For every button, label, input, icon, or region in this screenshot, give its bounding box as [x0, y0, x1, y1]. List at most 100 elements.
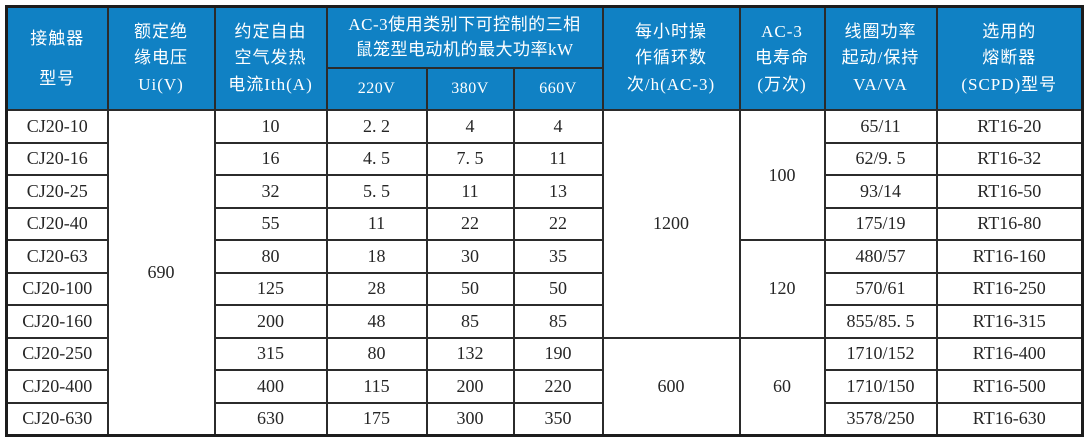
table-header: 接触器 型号 额定绝 缘电压 Ui(V) 约定自由 空气发热 电流Ith(A) …	[5, 5, 1084, 111]
table-row: CJ20-630 630 175 300 350 3578/250 RT16-6…	[5, 401, 1084, 436]
cell-kw-220: 28	[325, 271, 428, 306]
cell-kw-220: 5. 5	[325, 174, 428, 209]
cell-life-merged: 100	[738, 109, 826, 241]
cell-kw-220: 175	[325, 401, 428, 436]
cell-model: CJ20-40	[5, 206, 109, 241]
cell-coil-power: 62/9. 5	[823, 141, 938, 176]
cell-kw-380: 85	[425, 304, 515, 339]
cell-kw-660: 11	[512, 141, 604, 176]
cell-ith: 125	[213, 271, 328, 306]
cell-kw-380: 50	[425, 271, 515, 306]
cell-kw-220: 11	[325, 206, 428, 241]
cell-cycles-merged: 600	[601, 336, 741, 436]
header-voltage-220: 220V	[325, 67, 428, 111]
cell-kw-220: 18	[325, 239, 428, 274]
cell-insulation-voltage-merged: 690	[106, 109, 216, 436]
spec-table: 接触器 型号 额定绝 缘电压 Ui(V) 约定自由 空气发热 电流Ith(A) …	[5, 5, 1085, 437]
cell-model: CJ20-160	[5, 304, 109, 339]
cell-kw-380: 11	[425, 174, 515, 209]
cell-model: CJ20-25	[5, 174, 109, 209]
table-row: CJ20-100 125 28 50 50 570/61 RT16-250	[5, 271, 1084, 306]
header-cycles-per-hour: 每小时操 作循环数 次/h(AC-3)	[601, 5, 741, 111]
header-thermal-current: 约定自由 空气发热 电流Ith(A)	[213, 5, 328, 111]
cell-kw-220: 48	[325, 304, 428, 339]
cell-fuse: RT16-630	[935, 401, 1084, 436]
cell-model: CJ20-10	[5, 109, 109, 144]
cell-coil-power: 93/14	[823, 174, 938, 209]
cell-coil-power: 1710/150	[823, 369, 938, 404]
header-voltage-380: 380V	[425, 67, 515, 111]
cell-ith: 10	[213, 109, 328, 144]
cell-kw-220: 115	[325, 369, 428, 404]
header-contactor-model: 接触器 型号	[5, 5, 109, 111]
contactor-spec-sheet: 接触器 型号 额定绝 缘电压 Ui(V) 约定自由 空气发热 电流Ith(A) …	[5, 5, 1085, 437]
cell-model: CJ20-16	[5, 141, 109, 176]
cell-fuse: RT16-315	[935, 304, 1084, 339]
cell-ith: 55	[213, 206, 328, 241]
cell-coil-power: 175/19	[823, 206, 938, 241]
cell-life-merged: 120	[738, 239, 826, 339]
cell-fuse: RT16-50	[935, 174, 1084, 209]
cell-kw-660: 190	[512, 336, 604, 371]
cell-ith: 80	[213, 239, 328, 274]
table-row: CJ20-400 400 115 200 220 1710/150 RT16-5…	[5, 369, 1084, 404]
cell-ith: 200	[213, 304, 328, 339]
cell-kw-380: 200	[425, 369, 515, 404]
table-row: CJ20-10 690 10 2. 2 4 4 1200 100 65/11 R…	[5, 109, 1084, 436]
header-coil-power: 线圈功率 起动/保持 VA/VA	[823, 5, 938, 111]
cell-kw-380: 300	[425, 401, 515, 436]
header-fuse-type: 选用的 熔断器 (SCPD)型号	[935, 5, 1084, 111]
cell-kw-660: 13	[512, 174, 604, 209]
cell-life-merged: 60	[738, 336, 826, 436]
cell-kw-220: 80	[325, 336, 428, 371]
table-row: CJ20-25 32 5. 5 11 13 93/14 RT16-50	[5, 174, 1084, 209]
cell-ith: 630	[213, 401, 328, 436]
table-body: CJ20-10 690 10 2. 2 4 4 1200 100 65/11 R…	[5, 109, 1084, 436]
cell-ith: 400	[213, 369, 328, 404]
cell-ith: 16	[213, 141, 328, 176]
cell-kw-220: 2. 2	[325, 109, 428, 144]
cell-fuse: RT16-32	[935, 141, 1084, 176]
cell-kw-220: 4. 5	[325, 141, 428, 176]
cell-model: CJ20-63	[5, 239, 109, 274]
cell-fuse: RT16-400	[935, 336, 1084, 371]
cell-kw-660: 220	[512, 369, 604, 404]
table-row: CJ20-40 55 11 22 22 175/19 RT16-80	[5, 206, 1084, 241]
cell-fuse: RT16-80	[935, 206, 1084, 241]
cell-fuse: RT16-20	[935, 109, 1084, 144]
table-row: CJ20-16 16 4. 5 7. 5 11 62/9. 5 RT16-32	[5, 141, 1084, 176]
cell-kw-380: 22	[425, 206, 515, 241]
cell-cycles-merged: 1200	[601, 109, 741, 339]
cell-kw-380: 30	[425, 239, 515, 274]
cell-fuse: RT16-160	[935, 239, 1084, 274]
cell-coil-power: 65/11	[823, 109, 938, 144]
table-row: CJ20-63 80 18 30 35 120 480/57 RT16-160	[5, 239, 1084, 339]
table-row: CJ20-160 200 48 85 85 855/85. 5 RT16-315	[5, 304, 1084, 339]
cell-kw-660: 35	[512, 239, 604, 274]
cell-coil-power: 480/57	[823, 239, 938, 274]
cell-kw-380: 4	[425, 109, 515, 144]
table-row: CJ20-250 315 80 132 190 600 60 1710/152 …	[5, 336, 1084, 436]
cell-coil-power: 855/85. 5	[823, 304, 938, 339]
cell-kw-660: 85	[512, 304, 604, 339]
cell-kw-380: 7. 5	[425, 141, 515, 176]
cell-model: CJ20-630	[5, 401, 109, 436]
cell-kw-660: 22	[512, 206, 604, 241]
header-voltage-660: 660V	[512, 67, 604, 111]
cell-kw-660: 350	[512, 401, 604, 436]
cell-coil-power: 1710/152	[823, 336, 938, 371]
header-ac3-power-group: AC-3使用类别下可控制的三相 鼠笼型电动机的最大功率kW	[325, 5, 604, 69]
cell-kw-660: 4	[512, 109, 604, 144]
header-insulation-voltage: 额定绝 缘电压 Ui(V)	[106, 5, 216, 111]
cell-ith: 315	[213, 336, 328, 371]
cell-fuse: RT16-500	[935, 369, 1084, 404]
cell-fuse: RT16-250	[935, 271, 1084, 306]
cell-model: CJ20-250	[5, 336, 109, 371]
cell-kw-660: 50	[512, 271, 604, 306]
cell-coil-power: 570/61	[823, 271, 938, 306]
cell-model: CJ20-400	[5, 369, 109, 404]
cell-kw-380: 132	[425, 336, 515, 371]
cell-ith: 32	[213, 174, 328, 209]
cell-coil-power: 3578/250	[823, 401, 938, 436]
header-electrical-life: AC-3 电寿命 (万次)	[738, 5, 826, 111]
